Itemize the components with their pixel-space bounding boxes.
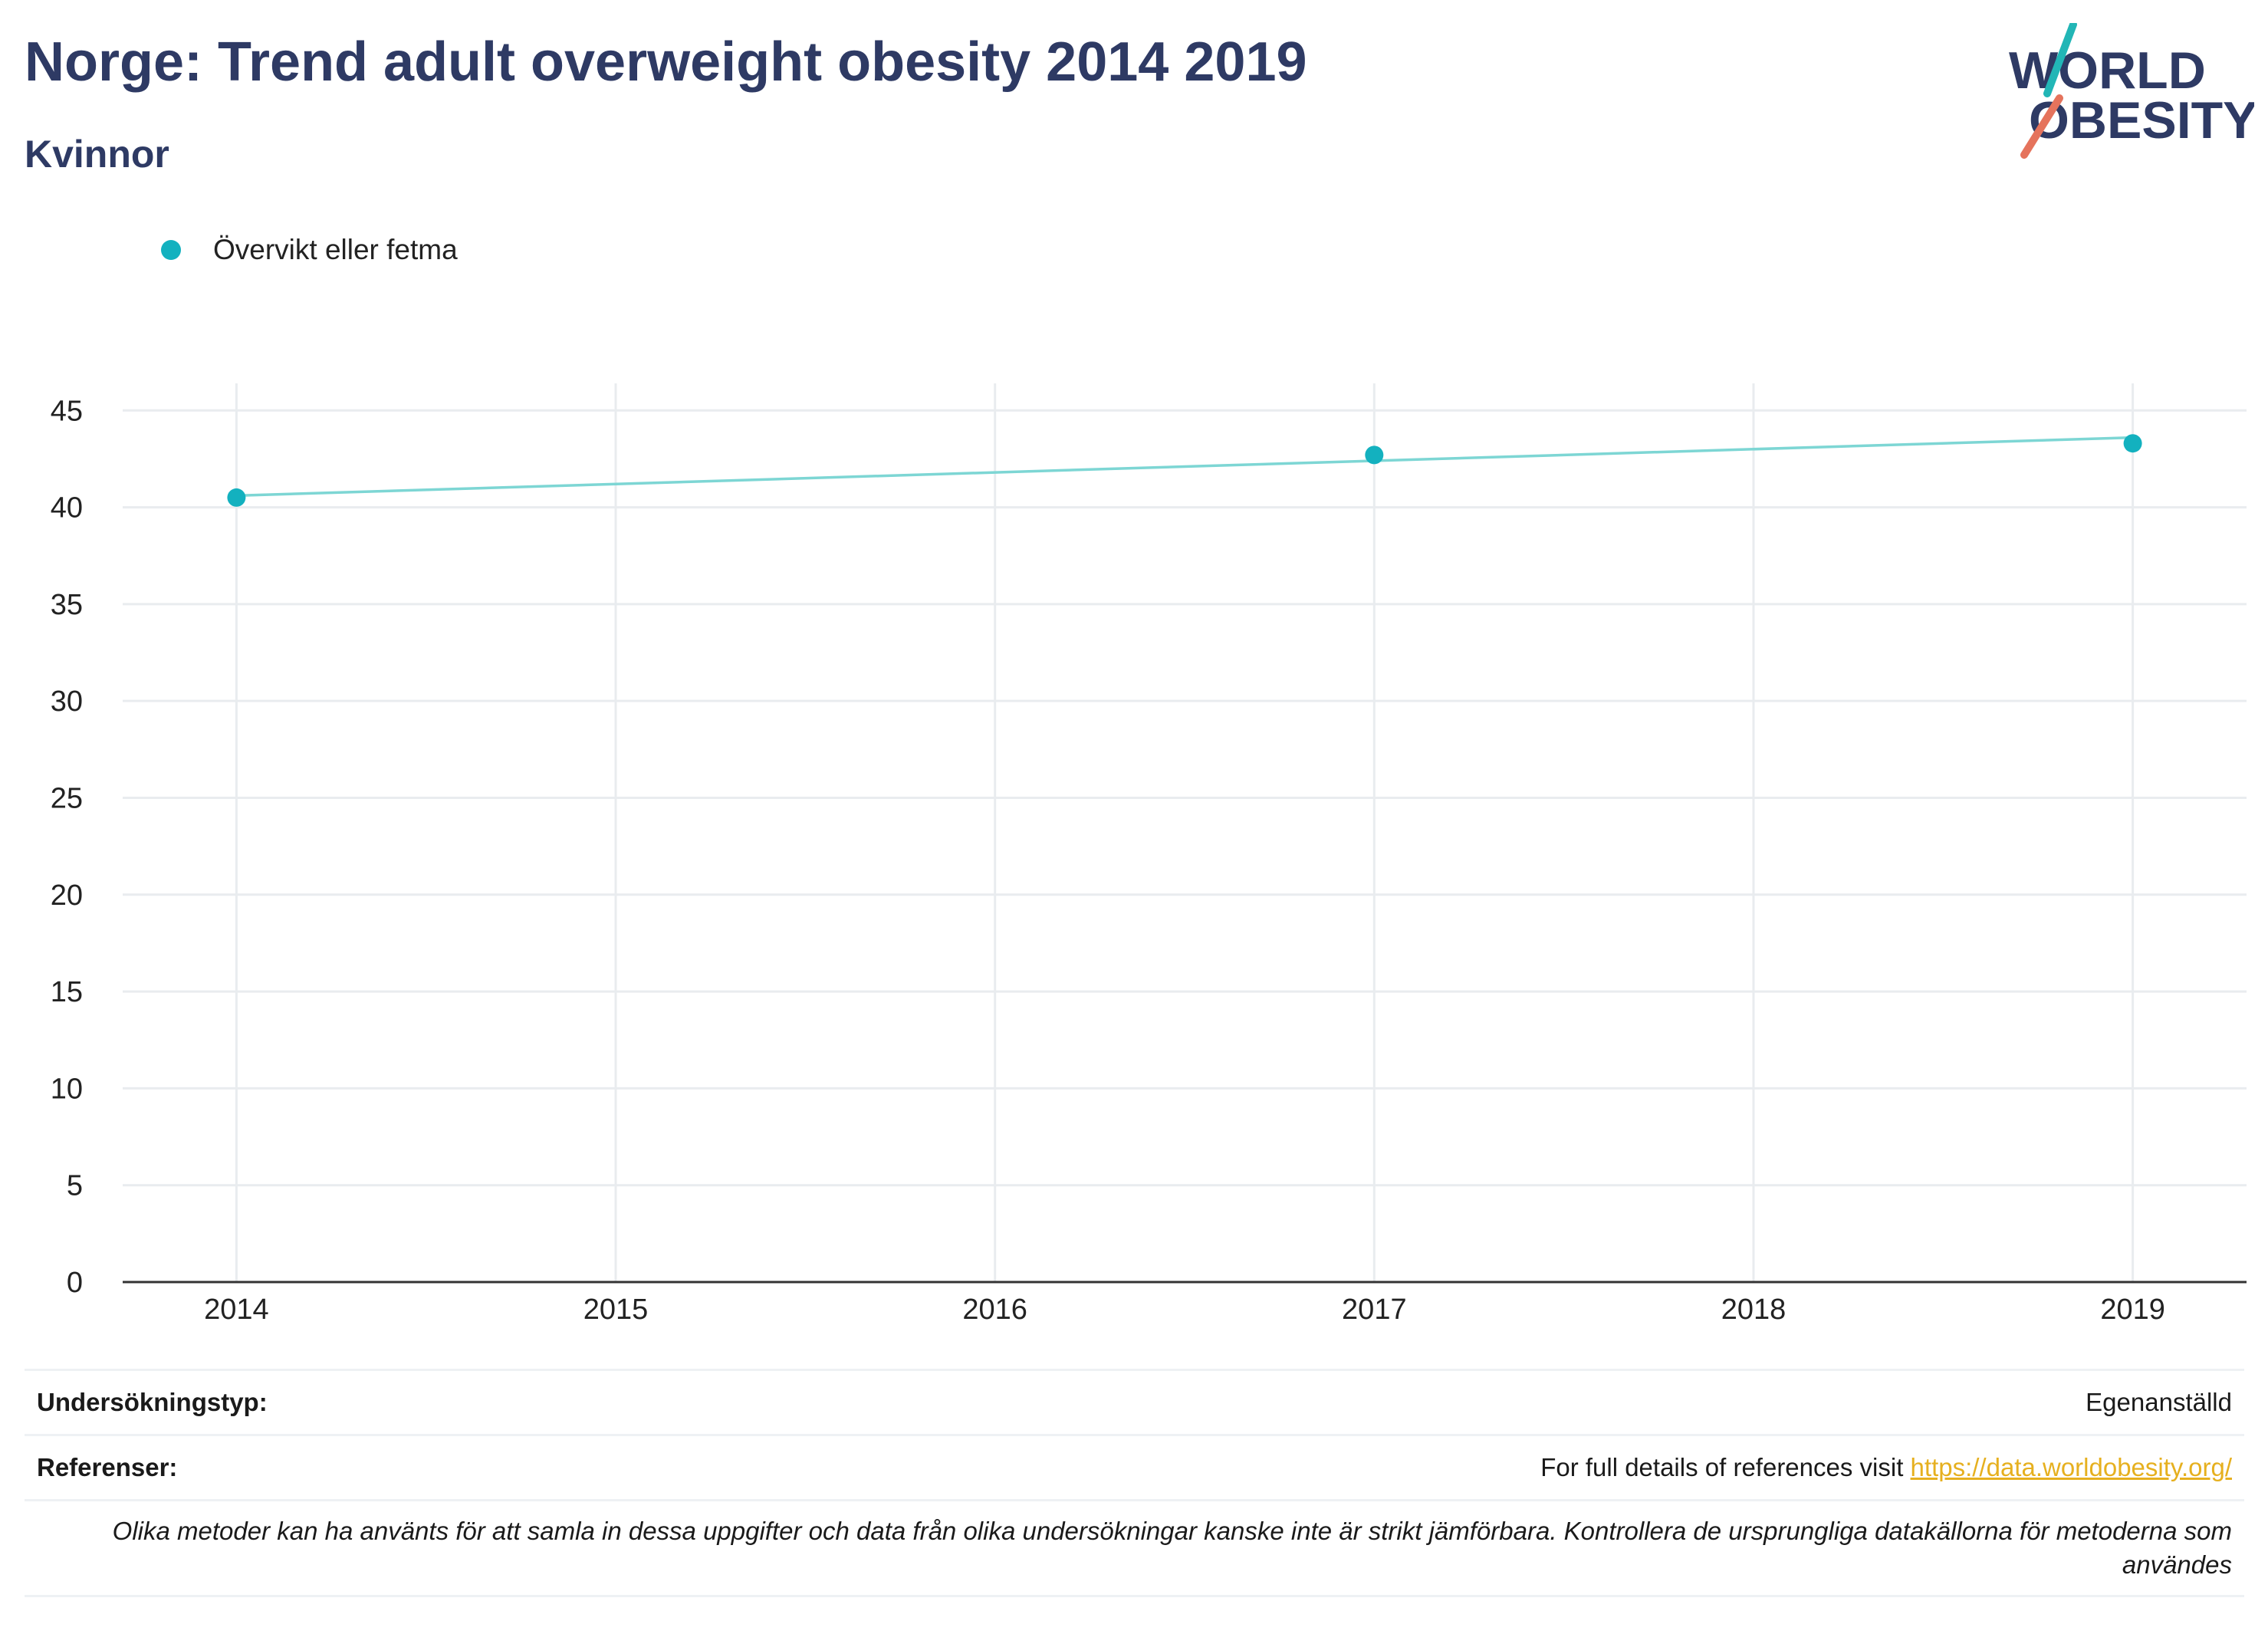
survey-type-row: Undersökningstyp: Egenanställd xyxy=(25,1369,2244,1434)
y-tick-label: 30 xyxy=(51,685,83,718)
y-tick-label: 35 xyxy=(51,589,83,621)
logo-slash-bottom xyxy=(2020,94,2063,159)
methods-note: Olika metoder kan ha använts för att sam… xyxy=(112,1517,2232,1579)
legend-marker xyxy=(161,240,181,260)
chart-legend[interactable]: Övervikt eller fetma xyxy=(161,228,458,271)
line-chart: 0 5 10 15 20 25 30 35 40 45 2014 2015 2016 2017 2018 20… xyxy=(51,383,2247,1326)
y-tick-label: 10 xyxy=(51,1073,83,1105)
data-point xyxy=(1365,445,1384,465)
chart-subtitle: Kvinnor xyxy=(25,133,169,176)
data-point xyxy=(227,488,246,507)
references-label: Referenser: xyxy=(37,1453,178,1481)
chart-title: Norge: Trend adult overweight obesity 20… xyxy=(25,31,1307,93)
survey-type-value: Egenanställd xyxy=(2086,1388,2232,1416)
logo-world-text: WORLD xyxy=(2009,41,2206,100)
x-tick-label: 2016 xyxy=(962,1294,1027,1326)
methods-note-row: Olika metoder kan ha använts för att sam… xyxy=(25,1499,2244,1597)
footer-table: Undersökningstyp: Egenanställd Referense… xyxy=(25,1369,2244,1597)
y-tick-label: 45 xyxy=(51,395,83,427)
x-tick-label: 2018 xyxy=(1721,1294,1786,1326)
y-tick-label: 15 xyxy=(51,976,83,1008)
references-row: Referenser: For full details of referenc… xyxy=(25,1434,2244,1499)
x-tick-label: 2015 xyxy=(583,1294,649,1326)
x-tick-label: 2014 xyxy=(204,1294,269,1326)
y-tick-label: 25 xyxy=(51,782,83,814)
y-tick-label: 0 xyxy=(67,1267,83,1299)
references-text: For full details of references visit xyxy=(1540,1453,1911,1481)
references-link[interactable]: https://data.worldobesity.org/ xyxy=(1910,1453,2232,1481)
world-obesity-logo: WORLD OBESITY xyxy=(2009,23,2254,159)
data-point xyxy=(2123,434,2142,453)
trend-line xyxy=(236,436,2133,498)
references-value: For full details of references visit htt… xyxy=(1540,1453,2232,1482)
logo-slash-top xyxy=(2043,23,2077,97)
logo-obesity-text: OBESITY xyxy=(2029,91,2254,150)
y-tick-label: 5 xyxy=(67,1170,83,1202)
survey-type-label: Undersökningstyp: xyxy=(37,1388,268,1416)
x-tick-label: 2019 xyxy=(2100,1294,2165,1326)
y-tick-label: 20 xyxy=(51,879,83,912)
legend-label: Övervikt eller fetma xyxy=(213,234,458,265)
x-tick-label: 2017 xyxy=(1342,1294,1407,1326)
y-tick-label: 40 xyxy=(51,492,83,524)
